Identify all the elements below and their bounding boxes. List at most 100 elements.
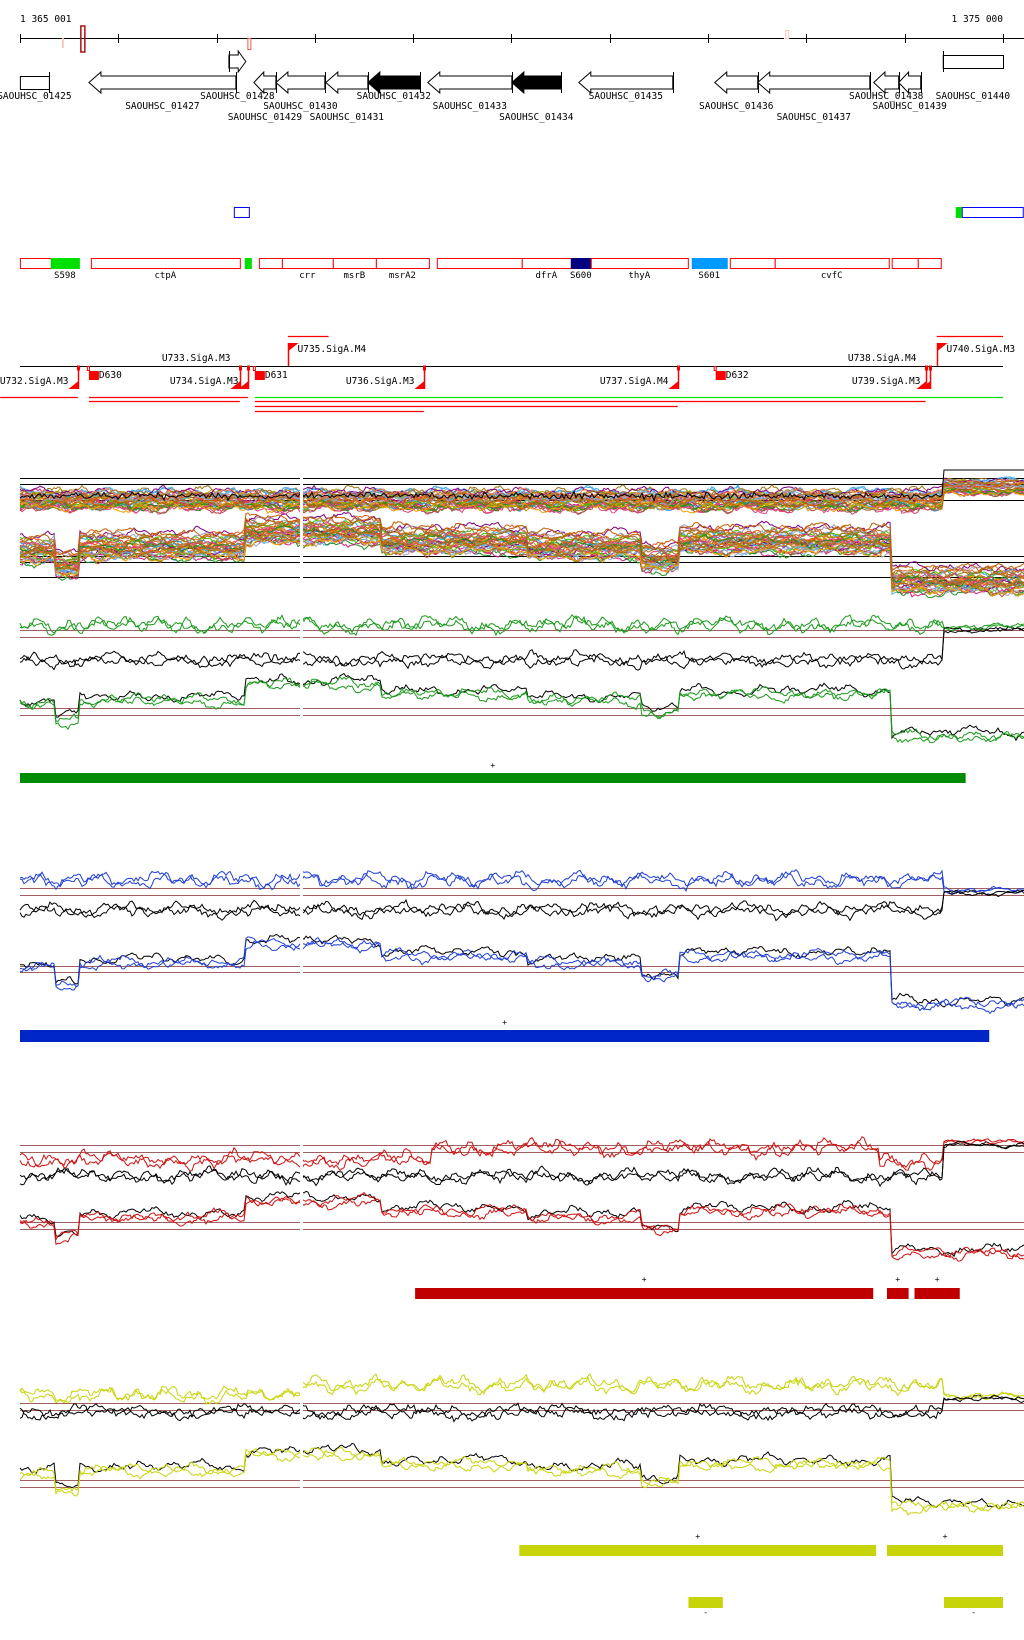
feature-label[interactable]: S601	[698, 271, 721, 281]
ruler-mark	[785, 30, 790, 39]
promoter-label[interactable]: U740.SigA.M3	[946, 344, 1016, 355]
gene-label[interactable]: SAOUHSC_01439	[872, 101, 947, 112]
track-gap	[300, 1105, 303, 1262]
gene-label[interactable]: SAOUHSC_01434	[499, 112, 574, 123]
feature-label[interactable]: dfrA	[535, 271, 558, 281]
feature-label[interactable]: cvfC	[820, 271, 843, 281]
promoter-label[interactable]: U738.SigA.M4	[847, 353, 917, 364]
arrow-left-icon	[872, 70, 900, 95]
arrow-left-icon	[756, 70, 871, 95]
arrow-left-icon	[898, 70, 922, 95]
segment-strand-label: +	[934, 1275, 940, 1284]
feature-label[interactable]: msrA2	[388, 271, 416, 281]
gene-label[interactable]: SAOUHSC_01427	[125, 101, 200, 112]
gene-label[interactable]: SAOUHSC_01436	[699, 101, 774, 112]
arrow-right-icon	[228, 49, 247, 74]
terminator-label[interactable]: D631	[264, 370, 288, 381]
feature-label[interactable]: ctpA	[154, 271, 177, 281]
trace-line	[19, 672, 1024, 742]
segment-bar[interactable]	[519, 1545, 877, 1556]
segment-bar[interactable]	[20, 773, 966, 783]
promoter-label[interactable]: U734.SigA.M3	[169, 376, 239, 387]
trace-line	[19, 535, 1024, 598]
trace-line	[19, 1191, 1024, 1260]
arrow-left-icon	[578, 70, 674, 95]
arrow-left-icon	[367, 70, 421, 95]
trace-line	[19, 517, 1024, 580]
feature-label[interactable]: msrB	[343, 271, 366, 281]
trace-line-black	[19, 1140, 1024, 1187]
gene-label[interactable]: SAOUHSC_01430	[263, 101, 338, 112]
trace-line	[19, 1442, 1024, 1510]
trace-line	[19, 479, 1024, 503]
gene-saouhsc_01440[interactable]	[942, 51, 1005, 72]
ruler-end-label: 1 375 000	[951, 14, 1003, 25]
terminator-base	[713, 366, 717, 371]
ruler-start-label: 1 365 001	[20, 14, 72, 25]
trace-line-black	[19, 1394, 1024, 1423]
feature-label[interactable]: S598	[54, 271, 76, 281]
segment-bar[interactable]	[886, 1288, 909, 1299]
promoter-label[interactable]: U739.SigA.M3	[851, 376, 921, 387]
feature-box	[19, 258, 52, 269]
segment-bar[interactable]	[20, 1030, 990, 1042]
segment-strand-label: +	[695, 1532, 701, 1541]
promoter-label[interactable]: U735.SigA.M4	[297, 344, 367, 355]
gene-label[interactable]: SAOUHSC_01429	[227, 112, 303, 123]
segment-bar[interactable]	[415, 1288, 874, 1299]
gene-saouhsc_01428[interactable]	[228, 49, 247, 74]
gene-saouhsc_01435[interactable]	[578, 70, 674, 95]
gene-saouhsc_01433[interactable]	[427, 70, 513, 95]
gene-saouhsc_01430[interactable]	[275, 70, 326, 95]
promoter-label[interactable]: U736.SigA.M3	[345, 376, 415, 387]
gene-label[interactable]: SAOUHSC_01425	[0, 91, 72, 102]
feature-label[interactable]: thyA	[628, 271, 651, 281]
gene-label[interactable]: SAOUHSC_01432	[356, 91, 431, 102]
feature-box	[50, 258, 80, 269]
trace-line	[19, 869, 1024, 895]
segment-strand-label: +	[502, 1018, 508, 1027]
gene-label[interactable]: SAOUHSC_01435	[588, 91, 663, 102]
upper-feature	[233, 207, 250, 218]
segment-strand-label: +	[942, 1532, 948, 1541]
trace-line-black	[19, 626, 1024, 671]
trace-line	[19, 937, 1024, 1015]
gene-label[interactable]: SAOUHSC_01428	[200, 91, 275, 102]
trace-line	[19, 486, 1024, 511]
gene-saouhsc_01436[interactable]	[713, 70, 759, 95]
gene-label[interactable]: SAOUHSC_01433	[432, 101, 507, 112]
gene-saouhsc_01437[interactable]	[756, 70, 871, 95]
gene-label[interactable]: SAOUHSC_01437	[776, 112, 851, 123]
gene-saouhsc_01427[interactable]	[88, 70, 237, 95]
promoter-label[interactable]: U733.SigA.M3	[161, 353, 231, 364]
gene-saouhsc_01429[interactable]	[253, 70, 277, 95]
terminator-label[interactable]: D632	[725, 370, 749, 381]
segment-bar[interactable]	[914, 1288, 960, 1299]
segment-bar[interactable]	[886, 1545, 1003, 1556]
feature-box	[570, 258, 592, 269]
gene-saouhsc_01434[interactable]	[511, 70, 562, 95]
segment-bar[interactable]	[688, 1597, 723, 1608]
promoter-flag-icon	[238, 381, 249, 389]
promoter-label[interactable]: U732.SigA.M3	[0, 376, 69, 387]
feature-label[interactable]: S600	[569, 271, 592, 281]
gene-saouhsc_01432[interactable]	[367, 70, 421, 95]
gene-label[interactable]: SAOUHSC_01438	[849, 91, 924, 102]
promoter-label[interactable]: U737.SigA.M4	[599, 376, 669, 387]
promoter-flag-icon	[414, 381, 425, 389]
gene-saouhsc_01431[interactable]	[325, 70, 369, 95]
ruler-mark	[247, 38, 252, 50]
promoter-flag-icon	[68, 381, 79, 389]
gene-saouhsc_01425[interactable]	[19, 72, 50, 93]
gene-label[interactable]: SAOUHSC_01440	[935, 91, 1011, 102]
gene-saouhsc_01438[interactable]	[872, 70, 900, 95]
feature-label[interactable]: crr	[299, 271, 316, 281]
segment-bar[interactable]	[944, 1597, 1003, 1608]
trace-line	[19, 481, 1024, 505]
trace-line-black	[19, 626, 1024, 671]
feature-box	[281, 258, 334, 269]
trace-line	[19, 528, 1024, 592]
gene-label[interactable]: SAOUHSC_01431	[309, 112, 385, 123]
terminator-label[interactable]: D630	[98, 370, 122, 381]
gene-saouhsc_01439[interactable]	[898, 70, 922, 95]
